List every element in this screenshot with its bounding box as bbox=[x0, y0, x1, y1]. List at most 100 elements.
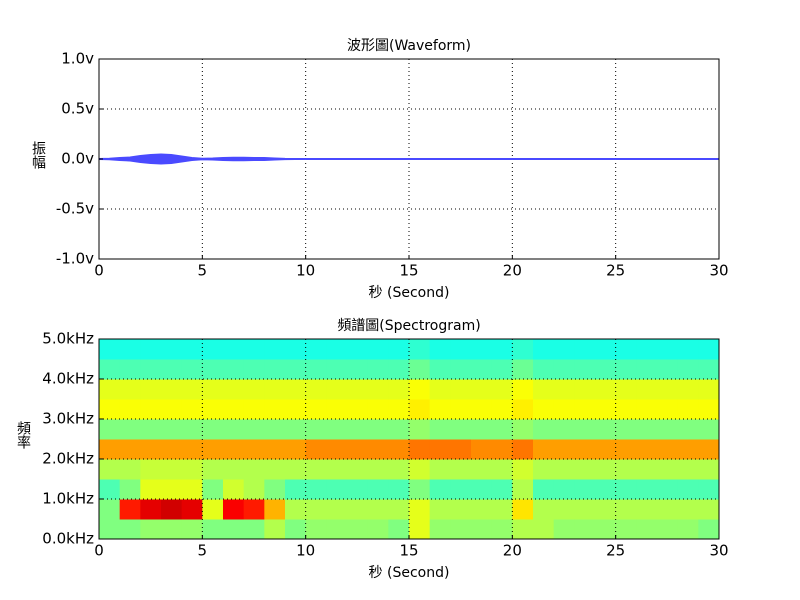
heat-cell bbox=[326, 499, 348, 520]
heat-cell bbox=[326, 379, 348, 400]
waveform-upper bbox=[98, 153, 719, 159]
heat-cell bbox=[698, 419, 720, 440]
heat-cell bbox=[181, 479, 203, 500]
y-tick-label: 2.0kHz bbox=[42, 450, 94, 468]
heat-cell bbox=[99, 459, 121, 480]
heat-cell bbox=[347, 399, 369, 420]
heat-cell bbox=[409, 339, 431, 360]
heat-cell bbox=[305, 439, 327, 460]
heat-cell bbox=[471, 499, 493, 520]
heat-cell bbox=[615, 519, 637, 540]
heat-cell bbox=[367, 379, 389, 400]
heat-cell bbox=[553, 479, 575, 500]
heat-cell bbox=[347, 479, 369, 500]
y-axis-label: 振幅 bbox=[30, 141, 46, 169]
heat-cell bbox=[409, 479, 431, 500]
heat-cell bbox=[698, 459, 720, 480]
heat-cell bbox=[471, 439, 493, 460]
heat-cell bbox=[202, 459, 224, 480]
heat-cell bbox=[202, 339, 224, 360]
heat-cell bbox=[264, 379, 286, 400]
heat-cell bbox=[264, 459, 286, 480]
heat-cell bbox=[119, 359, 141, 380]
heat-cell bbox=[140, 499, 162, 520]
heat-cell bbox=[202, 399, 224, 420]
heat-cell bbox=[615, 439, 637, 460]
heat-cell bbox=[553, 519, 575, 540]
heat-cell bbox=[574, 419, 596, 440]
heat-cell bbox=[181, 439, 203, 460]
heat-cell bbox=[388, 459, 410, 480]
heat-cell bbox=[533, 519, 555, 540]
y-tick-label: -0.5v bbox=[56, 200, 94, 218]
heat-cell bbox=[491, 359, 513, 380]
heat-cell bbox=[305, 399, 327, 420]
heat-cell bbox=[533, 499, 555, 520]
heat-cell bbox=[264, 439, 286, 460]
heat-cell bbox=[636, 479, 658, 500]
heat-cell bbox=[161, 399, 183, 420]
heat-cell bbox=[99, 499, 121, 520]
heat-cell bbox=[595, 419, 617, 440]
heat-cell bbox=[574, 459, 596, 480]
heat-cell bbox=[223, 419, 245, 440]
heat-cell bbox=[491, 499, 513, 520]
heat-cell bbox=[615, 499, 637, 520]
chart-title: 波形圖(Waveform) bbox=[347, 38, 471, 54]
heat-cell bbox=[388, 379, 410, 400]
heat-cell bbox=[223, 459, 245, 480]
heat-cell bbox=[533, 439, 555, 460]
heat-cell bbox=[181, 379, 203, 400]
heat-cell bbox=[264, 339, 286, 360]
heat-cell bbox=[326, 419, 348, 440]
heat-cell bbox=[636, 419, 658, 440]
x-tick-label: 15 bbox=[399, 542, 418, 560]
heat-cell bbox=[574, 359, 596, 380]
heat-cell bbox=[119, 499, 141, 520]
heat-cell bbox=[429, 479, 451, 500]
heat-cell bbox=[202, 439, 224, 460]
heat-cell bbox=[181, 519, 203, 540]
heat-cell bbox=[388, 359, 410, 380]
heat-cell bbox=[429, 419, 451, 440]
y-tick-label: 5.0kHz bbox=[42, 330, 94, 348]
heat-cell bbox=[264, 419, 286, 440]
heat-cell bbox=[533, 419, 555, 440]
heat-cell bbox=[450, 339, 472, 360]
heat-cell bbox=[677, 459, 699, 480]
heat-cell bbox=[243, 419, 265, 440]
heat-cell bbox=[491, 339, 513, 360]
heat-cell bbox=[388, 519, 410, 540]
heat-cell bbox=[119, 519, 141, 540]
heat-cell bbox=[657, 439, 679, 460]
heat-cell bbox=[326, 439, 348, 460]
waveform-lower bbox=[98, 159, 719, 165]
heat-cell bbox=[119, 459, 141, 480]
heat-cell bbox=[99, 439, 121, 460]
heat-cell bbox=[533, 339, 555, 360]
heat-cell bbox=[491, 519, 513, 540]
heat-cell bbox=[450, 459, 472, 480]
heat-cell bbox=[285, 499, 307, 520]
heat-cell bbox=[223, 359, 245, 380]
heat-cell bbox=[450, 419, 472, 440]
heat-cell bbox=[553, 459, 575, 480]
heat-cell bbox=[512, 439, 534, 460]
heat-cell bbox=[698, 519, 720, 540]
heat-cell bbox=[119, 439, 141, 460]
heat-cell bbox=[285, 339, 307, 360]
heat-cell bbox=[615, 339, 637, 360]
heat-cell bbox=[223, 399, 245, 420]
heat-cell bbox=[99, 339, 121, 360]
heat-cell bbox=[491, 379, 513, 400]
x-tick-label: 5 bbox=[198, 262, 208, 280]
heat-cell bbox=[574, 479, 596, 500]
heat-cell bbox=[409, 459, 431, 480]
heat-cell bbox=[574, 439, 596, 460]
heat-cell bbox=[161, 459, 183, 480]
heat-cell bbox=[450, 379, 472, 400]
heat-cell bbox=[574, 339, 596, 360]
heat-cell bbox=[657, 479, 679, 500]
heat-cell bbox=[512, 459, 534, 480]
